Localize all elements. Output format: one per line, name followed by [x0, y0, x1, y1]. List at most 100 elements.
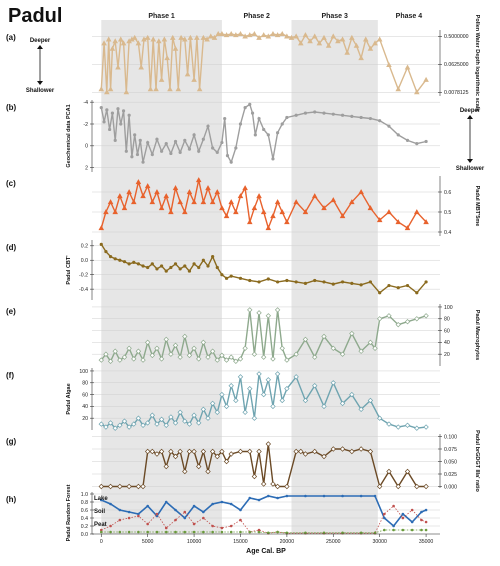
data-point: [177, 199, 183, 205]
data-point: [256, 371, 262, 377]
x-axis-label: Age Cal. BP: [246, 548, 286, 555]
data-point: [238, 122, 243, 126]
data-point: [161, 36, 168, 42]
data-point: [376, 36, 383, 42]
data-point: [383, 528, 386, 532]
data-point: [183, 138, 187, 142]
data-point: [183, 510, 187, 514]
data-point: [104, 89, 110, 95]
data-point: [395, 483, 401, 490]
data-point: [358, 189, 364, 195]
data-point: [130, 199, 137, 205]
data-point: [247, 385, 253, 392]
data-point: [115, 64, 121, 70]
data-point: [225, 154, 230, 158]
data-point: [183, 530, 187, 534]
y-tick-label: 0: [85, 144, 88, 150]
data-point: [183, 264, 187, 268]
data-point: [242, 185, 248, 191]
data-point: [99, 530, 103, 534]
data-point: [321, 403, 327, 410]
data-point: [321, 453, 327, 460]
data-point: [101, 40, 107, 46]
data-point: [293, 33, 299, 39]
data-point: [155, 267, 159, 271]
data-point: [284, 357, 290, 363]
data-point: [158, 448, 165, 455]
data-point: [127, 113, 131, 117]
data-point: [149, 352, 156, 359]
data-point: [279, 30, 286, 36]
data-point: [340, 280, 345, 284]
data-point: [260, 32, 267, 38]
data-point: [156, 38, 162, 44]
data-point: [215, 30, 222, 36]
data-point: [276, 530, 279, 534]
data-point: [201, 258, 205, 262]
data-point: [246, 32, 253, 38]
y-tick-label: -2: [83, 122, 88, 128]
data-point: [137, 530, 140, 534]
data-point: [214, 189, 221, 195]
data-point: [330, 197, 337, 203]
data-point: [248, 102, 252, 106]
data-point: [339, 400, 346, 407]
data-point: [288, 34, 295, 40]
data-point: [424, 139, 428, 144]
data-point: [368, 116, 372, 121]
shallower-label: Shallower: [456, 166, 485, 172]
data-point: [262, 127, 266, 132]
data-point: [247, 448, 253, 455]
data-point: [172, 45, 179, 51]
data-point: [339, 36, 346, 42]
data-point: [102, 120, 106, 124]
data-point: [293, 199, 299, 205]
data-point: [233, 32, 239, 38]
y-tick-label: 0.0625000: [444, 62, 469, 68]
data-point: [209, 448, 216, 455]
data-point: [293, 448, 299, 455]
data-point: [140, 193, 146, 199]
panel-letter: (b): [6, 103, 17, 112]
data-point: [183, 516, 187, 520]
phase-label-1: Phase 1: [148, 13, 175, 20]
data-point: [168, 351, 174, 357]
data-point: [123, 89, 130, 95]
y-tick-label: 0.4: [444, 230, 451, 236]
y-tick-label: 2: [85, 165, 88, 171]
x-axis: 0 5000 10000 15000 20000 25000 30000 35000 Age C…: [92, 533, 440, 555]
data-point: [392, 528, 395, 532]
y-axis-label: Padul MBT'5me: [474, 186, 480, 227]
data-point: [118, 508, 122, 512]
data-point: [330, 446, 336, 452]
data-point: [401, 516, 405, 520]
data-point: [265, 377, 272, 383]
y-axis-label: Padul Algae: [66, 383, 72, 414]
data-point: [386, 421, 392, 427]
phase-label-2: Phase 2: [243, 13, 270, 20]
data-point: [404, 422, 411, 428]
data-point: [135, 483, 142, 490]
data-point: [112, 38, 118, 44]
data-point: [169, 151, 173, 156]
deeper-label: Deeper: [30, 38, 51, 44]
data-point: [126, 483, 132, 490]
data-point: [211, 524, 214, 528]
data-point: [191, 345, 197, 351]
data-point: [251, 30, 258, 36]
data-point: [298, 40, 304, 46]
y-tick-label: 0.025: [444, 472, 457, 478]
data-point: [135, 152, 140, 157]
data-point: [395, 86, 402, 92]
data-point: [312, 448, 318, 455]
data-point: [149, 199, 156, 205]
data-point: [186, 352, 193, 359]
data-point: [367, 448, 374, 455]
data-point: [131, 34, 138, 40]
data-point: [423, 76, 429, 82]
data-point: [251, 351, 258, 357]
data-point: [260, 209, 267, 215]
data-point: [424, 520, 428, 524]
data-point: [146, 265, 150, 270]
data-point: [131, 421, 137, 427]
